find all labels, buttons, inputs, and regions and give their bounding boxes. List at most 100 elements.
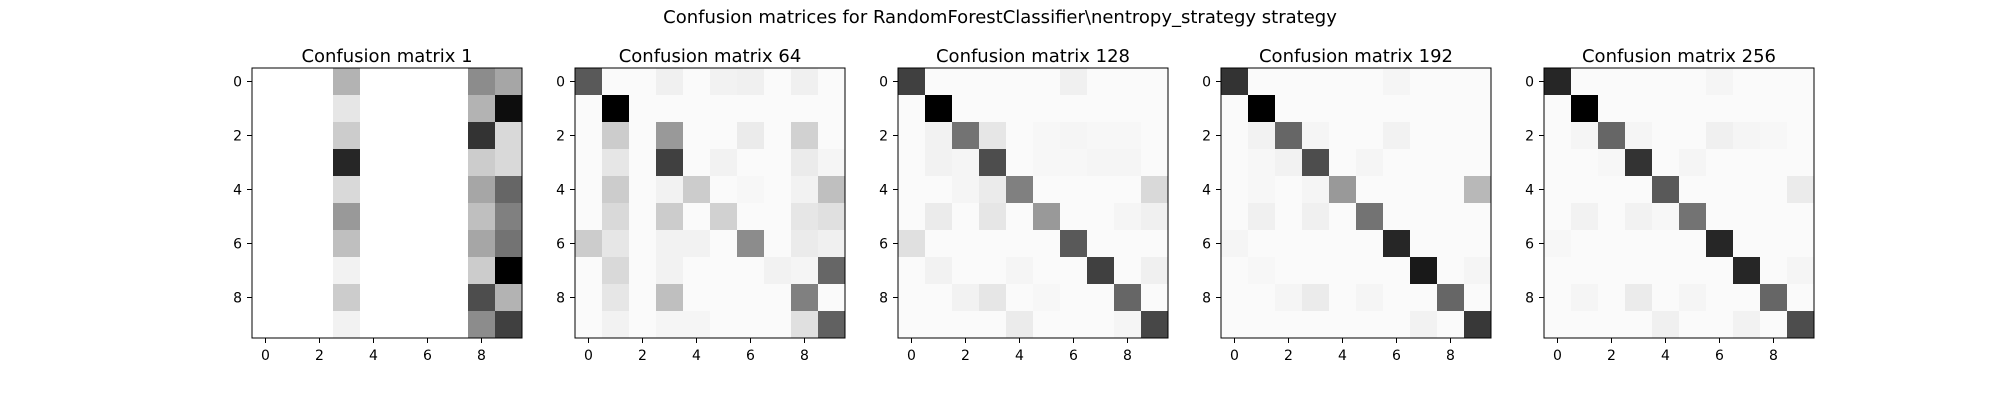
heatmap-cell [1437, 176, 1465, 204]
heatmap-cell [1437, 122, 1465, 150]
heatmap-cell [979, 176, 1007, 204]
heatmap-cell [1625, 311, 1653, 339]
heatmap-cell [1221, 203, 1249, 231]
heatmap-cell [1787, 257, 1815, 285]
heatmap-cell [710, 176, 738, 204]
heatmap-cell [952, 230, 980, 258]
heatmap-cell [925, 203, 953, 231]
heatmap-cell [925, 230, 953, 258]
heatmap-cell [1706, 284, 1734, 312]
heatmap-cell [1033, 68, 1061, 96]
y-tick-label: 6 [879, 237, 888, 253]
heatmap-cell [656, 149, 684, 177]
heatmap-cell [1302, 176, 1330, 204]
heatmap-cell [979, 149, 1007, 177]
heatmap-cell [710, 311, 738, 339]
heatmap-cell [1625, 230, 1653, 258]
heatmap-cell [1679, 257, 1707, 285]
heatmap-cell [1329, 149, 1357, 177]
heatmap-cell [1060, 176, 1088, 204]
heatmap-cell [1652, 176, 1680, 204]
x-tick-label: 6 [1715, 348, 1724, 364]
heatmap-cell [279, 95, 307, 123]
x-tick-label: 8 [1769, 348, 1778, 364]
heatmap-cell [1302, 257, 1330, 285]
panel-title-2: Confusion matrix 64 [618, 46, 802, 67]
heatmap-cell [1437, 311, 1465, 339]
axes-frame [1543, 67, 1815, 339]
heatmap-cell [575, 230, 603, 258]
heatmap-cell [1544, 122, 1572, 150]
heatmap-cell [1760, 203, 1788, 231]
heatmap-cell [1033, 176, 1061, 204]
heatmap-cell [710, 203, 738, 231]
heatmap-cell [818, 230, 846, 258]
heatmap-cell [1383, 149, 1411, 177]
heatmap-cell [629, 68, 657, 96]
heatmap-cell [1060, 257, 1088, 285]
y-tick-label: 2 [1525, 129, 1534, 145]
heatmap-cell [1464, 203, 1492, 231]
heatmap-cell [1114, 176, 1142, 204]
heatmap-cell [1679, 230, 1707, 258]
heatmap-cell [1571, 95, 1599, 123]
heatmap-cell [710, 122, 738, 150]
heatmap-cell [737, 68, 765, 96]
heatmap-cell [818, 203, 846, 231]
heatmap-cell [1329, 311, 1357, 339]
heatmap-cell [737, 284, 765, 312]
heatmap-cell [306, 149, 334, 177]
heatmap-cell [602, 149, 630, 177]
heatmap-cell [1114, 149, 1142, 177]
heatmap-cell [683, 68, 711, 96]
x-tick-label: 8 [800, 348, 809, 364]
heatmap-cell [925, 284, 953, 312]
heatmap-cell [710, 230, 738, 258]
y-tick-label: 2 [1202, 129, 1211, 145]
heatmap-cell [1275, 257, 1303, 285]
heatmap-cell [1544, 257, 1572, 285]
heatmap-cell [764, 284, 792, 312]
heatmap-cell [1598, 149, 1626, 177]
heatmap-cell [1141, 176, 1169, 204]
heatmap-cell [414, 176, 442, 204]
heatmap-cell [1437, 149, 1465, 177]
heatmap-cell [898, 68, 926, 96]
heatmap-cell [629, 311, 657, 339]
heatmap-cell [683, 257, 711, 285]
heatmap-cell [360, 257, 388, 285]
heatmap-cell [791, 203, 819, 231]
heatmap-cell [360, 230, 388, 258]
y-tick-label: 0 [556, 75, 565, 91]
heatmap-cell [1571, 122, 1599, 150]
heatmap-cell [1437, 284, 1465, 312]
heatmap-cell [764, 149, 792, 177]
heatmap-cell [1114, 284, 1142, 312]
heatmap-panel-5: 0 2 4 6 8 0 2 4 6 8 [1525, 67, 1815, 364]
panel-title-5: Confusion matrix 256 [1581, 46, 1776, 67]
heatmap-cell [252, 122, 280, 150]
heatmap-cell [1033, 95, 1061, 123]
heatmap-cell [333, 95, 361, 123]
heatmap-cell [1760, 176, 1788, 204]
heatmap-cell [252, 284, 280, 312]
heatmap-cell [279, 230, 307, 258]
heatmap-cell [306, 203, 334, 231]
heatmap-cell [360, 311, 388, 339]
x-tick-label: 8 [477, 348, 486, 364]
heatmap-cell [818, 257, 846, 285]
heatmap-cell [737, 149, 765, 177]
heatmap-cell [495, 149, 523, 177]
heatmap-cell [1437, 230, 1465, 258]
heatmap-cell [1787, 149, 1815, 177]
heatmap-panel-2: 0 2 4 6 8 0 2 4 6 8 [556, 67, 846, 364]
x-tick-label: 0 [907, 348, 916, 364]
heatmap-cell [952, 68, 980, 96]
heatmap-cell [1410, 230, 1438, 258]
heatmap-cell [1060, 203, 1088, 231]
heatmap-cell [1410, 311, 1438, 339]
axes-frame [1220, 67, 1492, 339]
heatmap-cell [683, 284, 711, 312]
heatmap-cell [1383, 284, 1411, 312]
